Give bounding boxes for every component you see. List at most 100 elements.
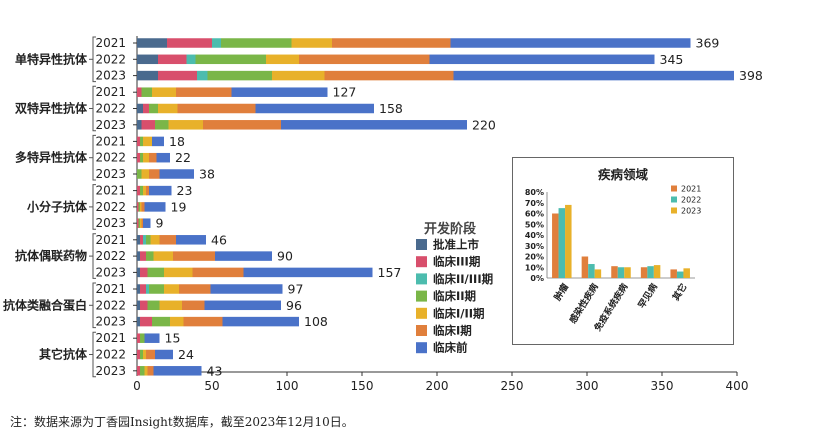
year-label: 2023 xyxy=(95,167,126,181)
bar-segment-3-2-1 xyxy=(137,218,139,228)
bar-segment-3-0-6 xyxy=(149,185,172,196)
bar-total-label: 345 xyxy=(660,52,684,67)
bar-segment-6-2-3 xyxy=(140,366,145,376)
bar-segment-3-2-6 xyxy=(143,218,151,228)
year-label: 2021 xyxy=(95,184,126,198)
legend-label-0: 批准上市 xyxy=(433,238,479,252)
legend-swatch-6 xyxy=(416,342,427,354)
year-label: 2021 xyxy=(95,282,126,296)
inset-y-tick-7: 70% xyxy=(525,199,544,208)
bar-segment-2-0-3 xyxy=(140,136,143,147)
bar-segment-2-0-1 xyxy=(137,136,140,147)
bar-total-label: 38 xyxy=(199,167,215,182)
legend-swatch-0 xyxy=(416,239,427,250)
bar-segment-6-1-1 xyxy=(137,349,140,360)
bar-segment-4-2-4 xyxy=(164,267,193,278)
inset-bar-0-1 xyxy=(558,208,566,278)
year-label: 2022 xyxy=(95,298,126,312)
bar-total-label: 96 xyxy=(286,298,302,313)
legend-swatch-2 xyxy=(416,273,427,285)
inset-bar-1-1 xyxy=(588,264,595,278)
group-label-5: 抗体类融合蛋白 xyxy=(3,297,87,312)
x-tick-label-5: 250 xyxy=(501,379,524,393)
bar-total-label: 158 xyxy=(379,101,403,116)
year-label: 2021 xyxy=(95,233,126,247)
x-tick-label-6: 300 xyxy=(576,379,599,393)
x-tick-label-4: 200 xyxy=(426,379,449,393)
legend-label-1: 临床III期 xyxy=(433,255,480,269)
legend-swatch-5 xyxy=(416,325,427,336)
legend-label-5: 临床I期 xyxy=(433,324,472,338)
bar-segment-0-0-6 xyxy=(450,38,691,48)
bar-segment-4-0-1 xyxy=(140,235,143,245)
inset-bar-2-0 xyxy=(611,266,618,278)
legend-title: 开发阶段 xyxy=(424,221,476,237)
bar-segment-5-0-6 xyxy=(210,284,283,294)
inset-legend-swatch-1 xyxy=(671,196,677,203)
bar-segment-2-0-6 xyxy=(152,136,164,147)
bar-segment-5-1-5 xyxy=(182,300,205,311)
bar-segment-0-0-5 xyxy=(332,38,451,48)
inset-title: 疾病领域 xyxy=(598,167,649,182)
bar-segment-4-0-2 xyxy=(143,235,146,245)
legend-swatch-3 xyxy=(416,290,427,302)
group-label-3: 小分子抗体 xyxy=(27,199,88,214)
bar-segment-1-1-1 xyxy=(143,103,149,114)
inset-y-tick-8: 80% xyxy=(525,188,544,197)
inset-legend-label-0: 2021 xyxy=(681,185,701,194)
bar-segment-0-0-2 xyxy=(212,38,221,48)
bar-segment-3-1-5 xyxy=(141,202,145,212)
year-label: 2023 xyxy=(95,315,126,329)
inset-y-tick-1: 10% xyxy=(525,263,544,272)
group-label-4: 抗体偶联药物 xyxy=(15,248,87,263)
bar-segment-0-0-3 xyxy=(221,38,292,48)
bar-segment-6-1-5 xyxy=(146,349,155,360)
year-label: 2021 xyxy=(95,85,126,99)
bar-segment-2-1-3 xyxy=(140,152,143,163)
bar-total-label: 15 xyxy=(165,331,181,346)
x-tick-label-2: 100 xyxy=(276,379,299,393)
bar-segment-4-0-5 xyxy=(159,235,176,245)
year-label: 2023 xyxy=(95,69,126,83)
bar-total-label: 22 xyxy=(175,150,191,165)
bar-segment-4-1-5 xyxy=(173,251,215,261)
bar-segment-0-2-0 xyxy=(137,70,158,81)
year-label: 2022 xyxy=(95,249,126,263)
bar-total-label: 9 xyxy=(156,216,164,231)
bar-segment-0-2-4 xyxy=(272,70,325,81)
bar-segment-1-0-4 xyxy=(152,87,176,97)
inset-legend-label-2: 2023 xyxy=(681,207,701,216)
bar-segment-5-0-0 xyxy=(137,284,140,294)
bar-segment-3-1-6 xyxy=(144,202,166,212)
bar-segment-0-1-2 xyxy=(186,54,196,65)
bar-segment-3-2-5 xyxy=(141,218,143,228)
bar-segment-0-1-6 xyxy=(429,54,655,65)
year-label: 2023 xyxy=(95,364,126,378)
inset-bar-2-2 xyxy=(624,267,631,278)
legend-swatch-1 xyxy=(416,256,427,268)
inset-bar-2-1 xyxy=(617,267,625,278)
bar-total-label: 23 xyxy=(177,183,193,198)
bar-segment-2-2-3 xyxy=(137,169,142,179)
inset-y-tick-5: 50% xyxy=(525,220,544,229)
legend-label-3: 临床II期 xyxy=(433,289,476,303)
bar-segment-0-2-2 xyxy=(197,70,208,81)
year-label: 2021 xyxy=(95,331,126,345)
bar-segment-5-0-3 xyxy=(149,284,164,294)
inset-bar-0-0 xyxy=(552,213,559,278)
inset-bar-3-2 xyxy=(653,265,661,278)
bar-segment-0-2-1 xyxy=(158,70,197,81)
bar-total-label: 46 xyxy=(211,232,227,247)
legend-label-6: 临床前 xyxy=(433,341,468,355)
bar-segment-6-2-4 xyxy=(144,366,148,376)
bar-segment-1-1-3 xyxy=(149,103,158,114)
year-label: 2022 xyxy=(95,200,126,214)
year-label: 2022 xyxy=(95,102,126,116)
bar-segment-1-0-1 xyxy=(137,87,142,97)
inset-bar-3-0 xyxy=(640,267,648,278)
bar-segment-0-0-1 xyxy=(167,38,212,48)
x-tick-label-7: 350 xyxy=(651,379,674,393)
year-label: 2022 xyxy=(95,151,126,165)
bar-segment-6-1-4 xyxy=(143,349,146,360)
bar-segment-5-2-1 xyxy=(140,316,152,327)
